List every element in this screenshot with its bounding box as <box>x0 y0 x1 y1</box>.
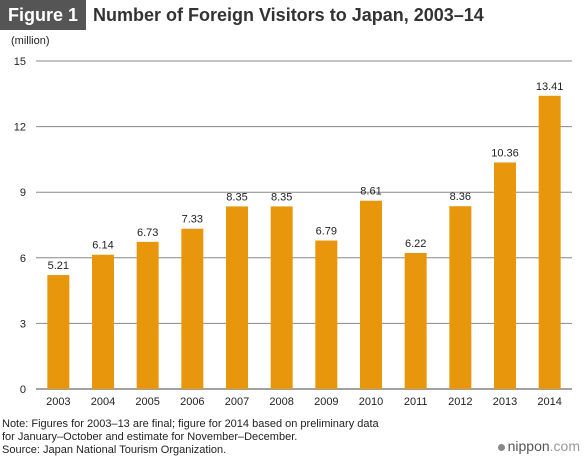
x-tick-label: 2011 <box>404 396 428 408</box>
x-axis-ticks: 2003 2004 2005 2006 2007 2008 2009 2010 2011 2012… <box>46 396 562 408</box>
x-tick-label: 2003 <box>46 396 70 408</box>
bar <box>226 206 248 389</box>
x-tick-label: 2006 <box>180 396 204 408</box>
bar <box>494 162 516 389</box>
logo-name: nippon <box>507 438 550 454</box>
bar <box>92 254 114 389</box>
x-tick-label: 2012 <box>448 396 472 408</box>
data-label: 10.36 <box>491 147 519 159</box>
chart-notes: Note: Figures for 2003–13 are final; fig… <box>2 418 379 457</box>
data-label: 6.22 <box>405 238 426 250</box>
data-label: 8.61 <box>360 186 381 198</box>
y-axis-ticks: 0 3 6 9 12 15 <box>14 56 26 396</box>
data-label: 6.73 <box>137 227 158 239</box>
x-tick-label: 2010 <box>359 396 383 408</box>
x-tick-label: 2014 <box>537 396 561 408</box>
nippon-logo: nippon.com <box>497 438 580 454</box>
bar <box>360 200 382 389</box>
data-label: 6.14 <box>92 240 113 252</box>
bar-chart: 0 3 6 9 12 15 5.21 6.14 6.73 7.33 8.35 8.35 6.79 8.6… <box>14 56 572 408</box>
source-line: Source: Japan National Tourism Organizat… <box>2 444 227 456</box>
x-tick-label: 2004 <box>91 396 115 408</box>
figure-label: Figure 1 <box>0 0 86 30</box>
y-tick-label: 12 <box>14 122 26 134</box>
data-label: 5.21 <box>48 260 69 272</box>
x-tick-label: 2005 <box>135 396 159 408</box>
logo-suffix: .com <box>549 438 580 454</box>
y-tick-label: 9 <box>20 187 26 199</box>
bar <box>538 95 561 389</box>
bar <box>136 241 159 389</box>
bar <box>270 206 293 389</box>
x-tick-label: 2013 <box>493 396 517 408</box>
y-axis-unit-label: (million) <box>11 35 50 47</box>
value-labels: 5.21 6.14 6.73 7.33 8.35 8.35 6.79 8.61 6.22 8.36… <box>48 81 564 272</box>
x-tick-label: 2009 <box>314 396 338 408</box>
data-label: 8.36 <box>450 191 471 203</box>
data-label: 13.41 <box>536 81 564 93</box>
bar <box>181 228 204 389</box>
chart-title: Number of Foreign Visitors to Japan, 200… <box>93 5 484 25</box>
note-line-2: for January–October and estimate for Nov… <box>2 431 298 443</box>
gridlines <box>36 60 572 390</box>
x-tick-label: 2008 <box>269 396 293 408</box>
y-tick-label: 6 <box>20 253 26 265</box>
note-line-1: Note: Figures for 2003–13 are final; fig… <box>2 418 379 430</box>
x-tick-label: 2007 <box>225 396 249 408</box>
bar <box>47 275 70 389</box>
bar <box>315 240 338 389</box>
bar <box>404 252 427 389</box>
logo-dot-icon <box>497 443 505 451</box>
data-label: 8.35 <box>226 191 247 203</box>
y-tick-label: 0 <box>20 384 26 396</box>
data-label: 6.79 <box>316 226 337 238</box>
bars <box>47 95 561 389</box>
bar <box>449 206 472 389</box>
data-label: 8.35 <box>271 191 292 203</box>
y-tick-label: 3 <box>20 318 26 330</box>
y-tick-label: 15 <box>14 56 26 68</box>
data-label: 7.33 <box>182 214 203 226</box>
